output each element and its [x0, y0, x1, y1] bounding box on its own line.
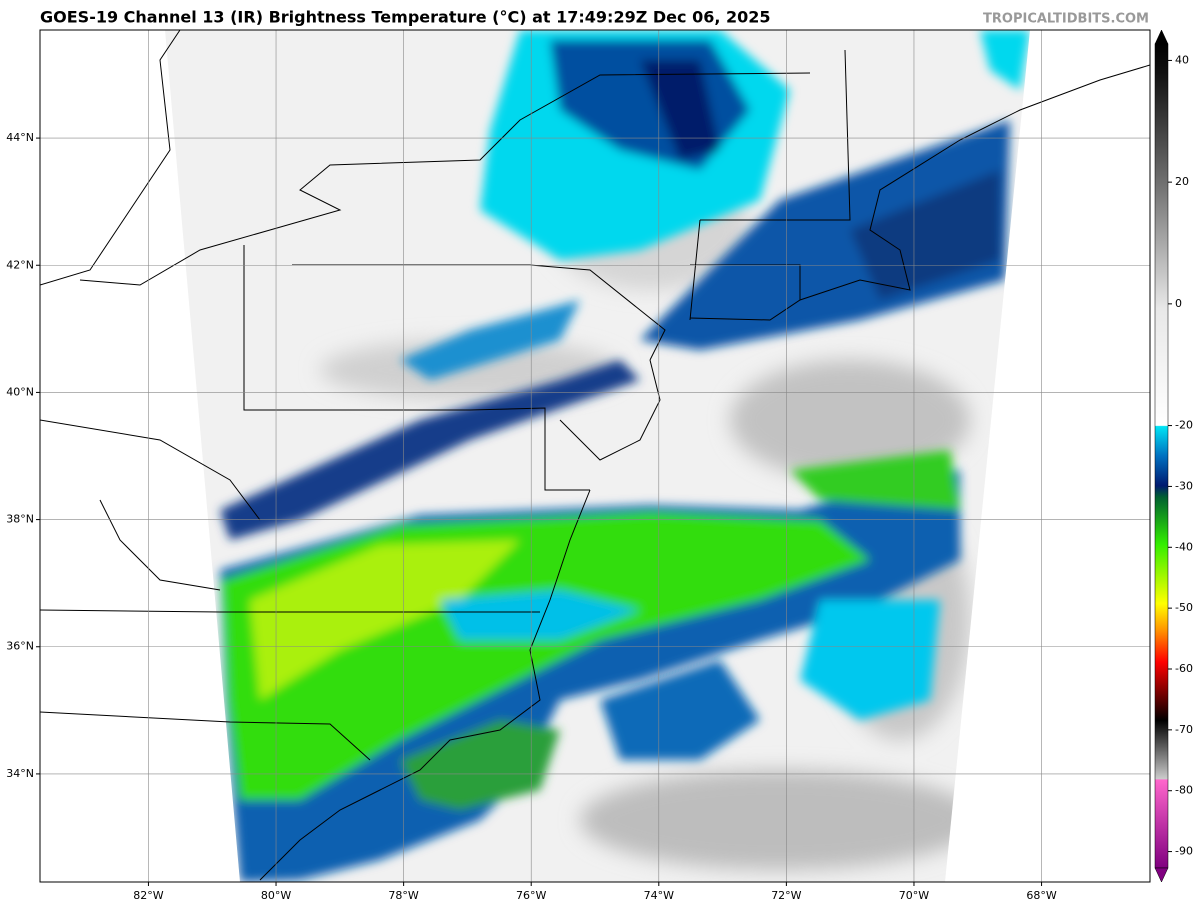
lat-tick-label: 36°N	[6, 640, 34, 653]
satellite-imagery	[165, 30, 1030, 882]
colorbar-ticks: 40 20 0 -20 -30 -40 -50 -60 -70 -80 -90	[1168, 53, 1193, 858]
colorbar-tick-label: -40	[1175, 540, 1193, 553]
lon-tick-label: 74°W	[644, 889, 674, 902]
colorbar-tick-label: -50	[1175, 601, 1193, 614]
colorbar-tick-label: -30	[1175, 479, 1193, 492]
colorbar-tick-label: -20	[1175, 419, 1193, 432]
coastlines-and-borders	[40, 30, 1150, 881]
colorbar-tick-label: 0	[1175, 297, 1182, 310]
lat-tick-label: 38°N	[6, 513, 34, 526]
colorbar-tick-label: -60	[1175, 662, 1193, 675]
lon-tick-label: 80°W	[261, 889, 291, 902]
lat-tick-label: 34°N	[6, 767, 34, 780]
lon-tick-label: 68°W	[1026, 889, 1056, 902]
map-frame	[39, 29, 1151, 883]
colorbar	[1154, 29, 1169, 883]
colorbar-tick-label: 20	[1175, 175, 1189, 188]
colorbar-tick-label: 40	[1175, 53, 1189, 66]
source: TROPICALTIDBITS.COM	[983, 12, 1149, 27]
map-area	[40, 30, 1150, 882]
colorbar-tick-label: -90	[1175, 845, 1193, 858]
lon-tick-label: 70°W	[899, 889, 929, 902]
grid	[40, 30, 1150, 882]
lon-tick-label: 78°W	[388, 889, 418, 902]
colorbar-tick-label: -80	[1175, 784, 1193, 797]
lat-tick-label: 40°N	[6, 385, 34, 398]
lat-tick-label: 42°N	[6, 258, 34, 271]
lon-tick-label: 76°W	[516, 889, 546, 902]
lon-tick-label: 72°W	[771, 889, 801, 902]
colorbar-tick-label: -70	[1175, 723, 1193, 736]
lat-tick-label: 44°N	[6, 131, 34, 144]
lon-tick-label: 82°W	[133, 889, 163, 902]
title: GOES-19 Channel 13 (IR) Brightness Tempe…	[40, 8, 771, 27]
